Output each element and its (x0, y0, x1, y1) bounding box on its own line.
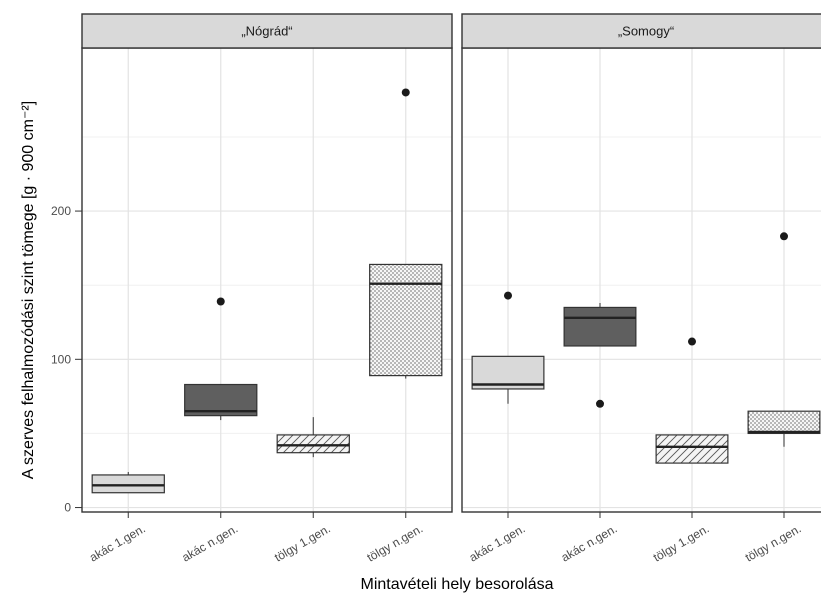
x-tick-label: tölgy n.gen. (365, 521, 426, 564)
x-axis-title: Mintavételi hely besorolása (361, 576, 554, 593)
x-tick-label: tölgy 1.gen. (272, 521, 333, 564)
y-tick-label: 200 (51, 204, 71, 218)
box (91, 474, 165, 494)
x-tick-label: tölgy n.gen. (743, 521, 804, 564)
panel-background (462, 48, 821, 512)
x-tick-label: akác 1.gen. (467, 521, 528, 564)
outlier-point (688, 337, 696, 346)
x-tick-label: akác n.gen. (559, 521, 620, 564)
x-tick-label: akác n.gen. (180, 521, 241, 564)
x-tick-label: akác 1.gen. (87, 521, 148, 564)
box (276, 434, 350, 454)
outlier-point (216, 297, 225, 306)
x-tick-label: tölgy 1.gen. (651, 521, 712, 564)
strip-background (461, 13, 821, 49)
y-tick-label: 100 (51, 352, 71, 366)
strip-label: „Nógrád“ (241, 24, 292, 39)
strip-background (81, 13, 453, 49)
outlier-point (504, 291, 512, 300)
outlier-point (780, 232, 788, 241)
box (747, 410, 821, 435)
y-axis-title: A szerves felhalmozódási szint tömege [g… (20, 101, 37, 479)
outlier-point (401, 88, 410, 97)
strip-label: „Somogy“ (618, 24, 674, 39)
box (369, 263, 443, 377)
box (655, 434, 729, 464)
outlier-point (596, 399, 604, 408)
y-tick-label: 0 (64, 501, 71, 515)
box (563, 306, 637, 347)
